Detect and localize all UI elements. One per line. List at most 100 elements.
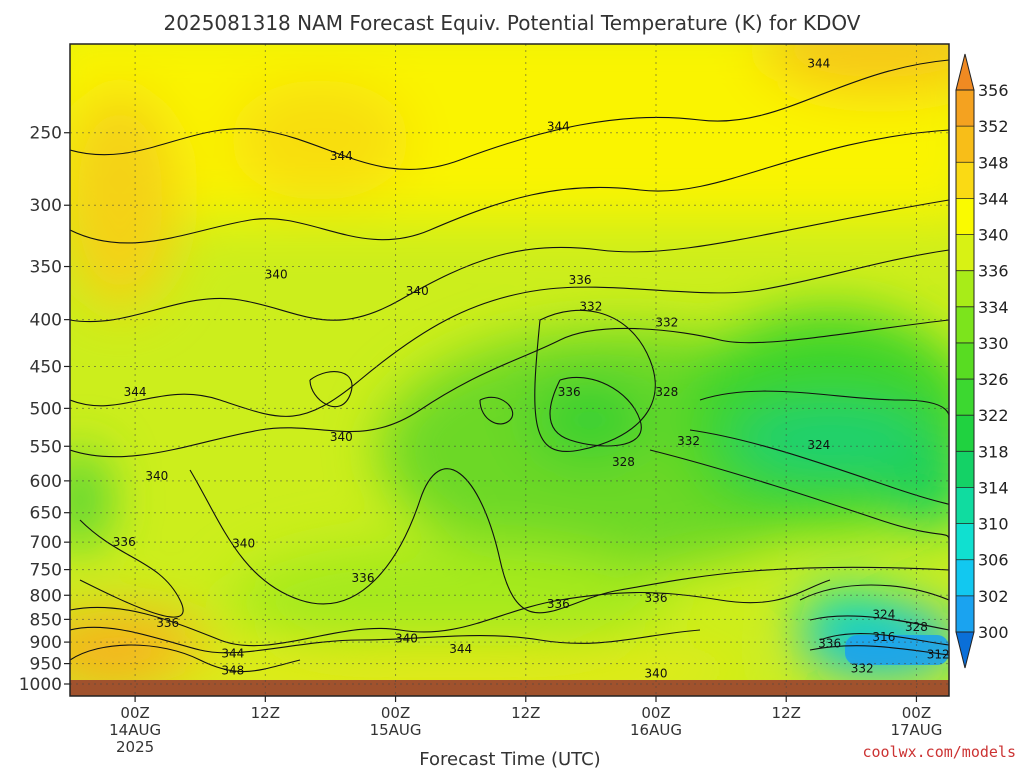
contour-label: 336 bbox=[547, 597, 570, 611]
colorbar-label: 330 bbox=[978, 334, 1009, 353]
contour-line bbox=[189, 468, 949, 614]
contour-label: 332 bbox=[655, 316, 678, 330]
y-tick-label: 700 bbox=[30, 533, 62, 553]
colorbar-extend-low bbox=[955, 631, 975, 669]
x-tick-label: 00Z bbox=[641, 704, 670, 722]
y-tick-label: 350 bbox=[30, 258, 62, 278]
colorbar-swatch bbox=[956, 523, 974, 560]
colorbar-swatch bbox=[956, 451, 974, 488]
contour-label: 324 bbox=[807, 438, 830, 452]
contour-label: 328 bbox=[612, 455, 635, 469]
contour-line bbox=[809, 645, 949, 656]
contour-label: 344 bbox=[807, 56, 830, 70]
y-tick-label: 550 bbox=[30, 437, 62, 457]
contour-label: 328 bbox=[655, 385, 678, 399]
contour-line bbox=[70, 249, 949, 417]
contour-line bbox=[479, 396, 514, 425]
contour-label: 340 bbox=[265, 267, 288, 281]
contour-line bbox=[70, 579, 831, 647]
x-tick-label: 00Z bbox=[902, 704, 931, 722]
contour-line bbox=[70, 199, 949, 323]
colorbar-label: 310 bbox=[978, 515, 1009, 534]
chart-title: 2025081318 NAM Forecast Equiv. Potential… bbox=[164, 11, 861, 35]
colorbar-label: 318 bbox=[978, 442, 1009, 461]
contour-label: 336 bbox=[113, 535, 136, 549]
contour-line bbox=[309, 371, 353, 408]
colorbar-swatch bbox=[956, 342, 974, 380]
colorbar-label: 356 bbox=[978, 81, 1009, 100]
right-cool bbox=[730, 405, 930, 475]
contour-labels: 344 344 344 340 340 336 332 332 344 336 328 340 332 3… bbox=[113, 56, 950, 680]
plot-frame bbox=[69, 43, 950, 697]
colorbar-label: 322 bbox=[978, 406, 1009, 425]
contour-label: 348 bbox=[221, 664, 244, 678]
contour-line bbox=[699, 390, 949, 430]
contour-label: 336 bbox=[558, 385, 581, 399]
x-tick-label: 14AUG bbox=[109, 721, 161, 739]
lower-right-cool bbox=[800, 590, 900, 630]
contour-label: 336 bbox=[569, 273, 592, 287]
contour-line bbox=[549, 376, 642, 447]
contour-line bbox=[70, 129, 949, 244]
y-tick-label: 650 bbox=[30, 504, 62, 524]
colorbar-label: 314 bbox=[978, 478, 1009, 497]
colorbar-swatch bbox=[956, 126, 974, 163]
contour-label: 324 bbox=[872, 608, 895, 622]
contour-label: 336 bbox=[645, 591, 668, 605]
y-tick-label: 300 bbox=[30, 196, 62, 216]
contour-line bbox=[649, 449, 949, 541]
plot-area bbox=[70, 44, 949, 696]
y-tick-label: 950 bbox=[30, 655, 62, 675]
colorbar-swatch bbox=[956, 379, 974, 416]
y-tick-label: 600 bbox=[30, 472, 62, 492]
contour-line bbox=[799, 584, 949, 601]
right-cool-edge bbox=[890, 450, 949, 530]
colorbar-label: 344 bbox=[978, 189, 1009, 208]
colorbar-swatch bbox=[956, 162, 974, 199]
contour-label: 340 bbox=[330, 430, 353, 444]
x-tick-label: 2025 bbox=[116, 738, 154, 756]
colorbar-swatch bbox=[956, 198, 974, 235]
y-tick-label: 900 bbox=[30, 633, 62, 653]
contour-label: 316 bbox=[872, 630, 895, 644]
contour-line bbox=[70, 644, 301, 673]
x-axis-label: Forecast Time (UTC) bbox=[419, 749, 600, 768]
colorbar-swatch bbox=[956, 415, 974, 452]
contour-label: 328 bbox=[905, 620, 928, 634]
y-tick-label: 800 bbox=[30, 586, 62, 606]
contour-line bbox=[70, 319, 949, 458]
y-tick-label: 250 bbox=[30, 124, 62, 144]
upper-right-warm bbox=[760, 44, 949, 95]
colorbar-swatch bbox=[956, 306, 974, 343]
colorbar-label: 300 bbox=[978, 623, 1009, 642]
y-tick-label: 850 bbox=[30, 610, 62, 630]
colorbar-swatch bbox=[956, 487, 974, 524]
contour-label: 344 bbox=[221, 646, 244, 660]
contour-label: 336 bbox=[352, 571, 375, 585]
contour-label: 340 bbox=[145, 469, 168, 483]
credit-text: coolwx.com/models bbox=[862, 743, 1016, 761]
x-tick-label: 17AUG bbox=[890, 721, 942, 739]
colorbar-label: 326 bbox=[978, 370, 1009, 389]
contour-label: 336 bbox=[818, 636, 841, 650]
colorbar-swatch bbox=[956, 595, 974, 632]
contour-label: 332 bbox=[677, 434, 700, 448]
contour-label: 344 bbox=[330, 149, 353, 163]
y-tick-label: 450 bbox=[30, 357, 62, 377]
contour-label: 312 bbox=[927, 647, 950, 661]
grid-lines bbox=[70, 44, 949, 696]
colorbar-swatch bbox=[956, 234, 974, 271]
contour-label: 332 bbox=[851, 662, 874, 676]
contour-line bbox=[809, 615, 949, 631]
mid-green-core bbox=[530, 380, 650, 460]
colorbar-label: 302 bbox=[978, 587, 1009, 606]
contour-line bbox=[534, 309, 656, 452]
colorbar-swatch bbox=[956, 90, 974, 127]
colorbar-label: 352 bbox=[978, 117, 1009, 136]
colorbar-extend-high bbox=[955, 53, 975, 91]
left-green bbox=[70, 450, 105, 550]
contour-line bbox=[819, 632, 949, 646]
contour-label: 340 bbox=[406, 284, 429, 298]
colorbar-label: 348 bbox=[978, 153, 1009, 172]
